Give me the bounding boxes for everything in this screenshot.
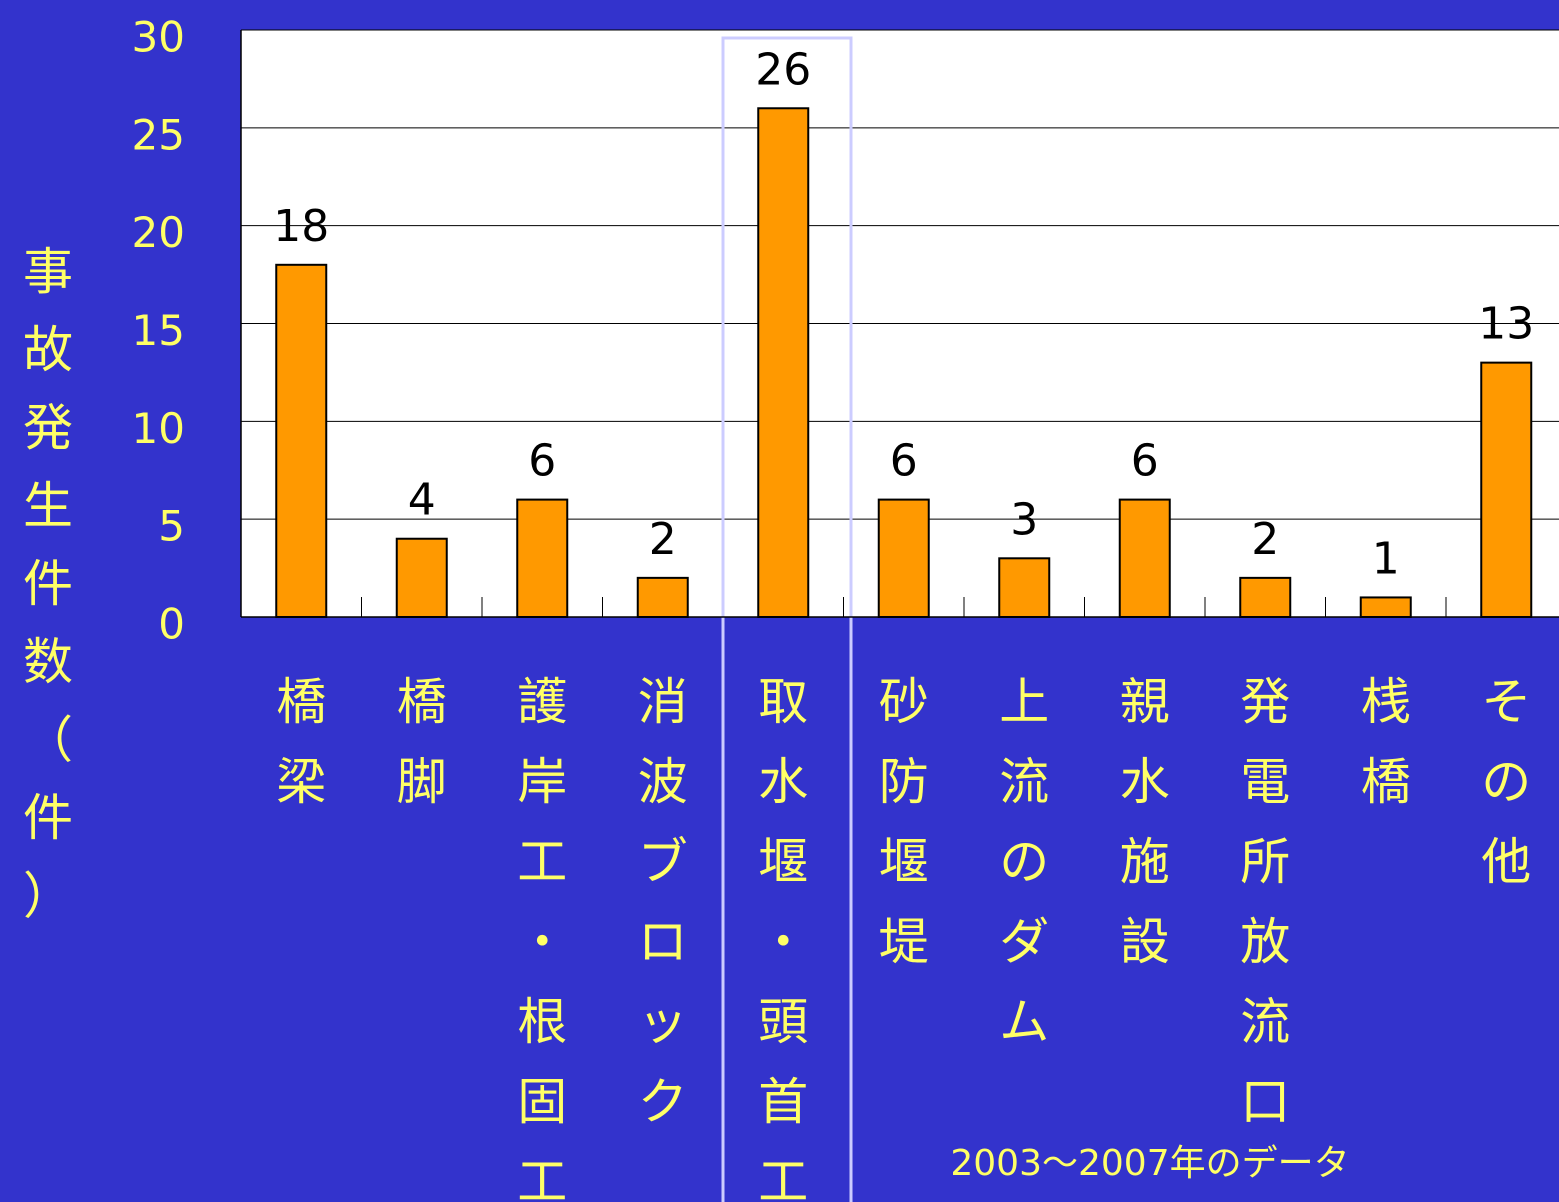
bar bbox=[757, 107, 810, 619]
value-label: 2 bbox=[649, 514, 677, 565]
annotation: 2003～2007年のデータ bbox=[950, 1143, 1349, 1184]
value-label: 6 bbox=[1131, 436, 1159, 487]
value-label: 1 bbox=[1372, 533, 1400, 584]
x-tick-label: 取水堰・頭首工 bbox=[758, 673, 808, 1202]
bar bbox=[275, 263, 328, 618]
value-label: 3 bbox=[1010, 494, 1038, 545]
x-tick-label: 上流のダム bbox=[999, 673, 1049, 1051]
value-label: 6 bbox=[528, 436, 556, 487]
x-tick-label: 発電所放流口 bbox=[1240, 673, 1290, 1131]
x-tick-label: 桟橋 bbox=[1361, 673, 1411, 811]
y-axis-label: 事故発生件数（件） bbox=[23, 243, 73, 925]
y-tick-label: 5 bbox=[158, 502, 185, 551]
y-tick-label: 15 bbox=[132, 306, 185, 355]
bar bbox=[1118, 498, 1171, 619]
bar bbox=[395, 537, 448, 619]
value-label: 4 bbox=[408, 475, 436, 526]
bar bbox=[877, 498, 930, 619]
value-label: 18 bbox=[273, 201, 329, 252]
x-tick-label: 護岸工・根固工 bbox=[517, 673, 567, 1202]
y-tick-label: 0 bbox=[158, 600, 185, 649]
x-tick-label: 橋梁 bbox=[276, 673, 326, 811]
bar bbox=[998, 557, 1051, 618]
y-tick-label: 25 bbox=[132, 110, 185, 159]
bar bbox=[1480, 361, 1533, 618]
bar bbox=[1239, 576, 1292, 618]
x-tick-label: その他 bbox=[1481, 673, 1531, 891]
bar bbox=[1359, 596, 1412, 619]
y-tick-label: 20 bbox=[132, 208, 185, 257]
value-label: 2 bbox=[1251, 514, 1279, 565]
x-tick-label: 橋脚 bbox=[397, 673, 447, 811]
value-label: 13 bbox=[1478, 299, 1534, 350]
x-tick-label: 砂防堰堤 bbox=[879, 673, 929, 971]
value-label: 6 bbox=[890, 436, 918, 487]
bar bbox=[516, 498, 569, 619]
y-tick-label: 10 bbox=[132, 404, 185, 453]
value-label: 26 bbox=[755, 44, 811, 95]
highlight-box bbox=[721, 36, 853, 1202]
x-tick-label: 親水施設 bbox=[1120, 673, 1170, 971]
y-tick-label: 30 bbox=[132, 13, 185, 62]
bar bbox=[636, 576, 689, 618]
x-tick-label: 消波ブロック bbox=[638, 673, 688, 1131]
